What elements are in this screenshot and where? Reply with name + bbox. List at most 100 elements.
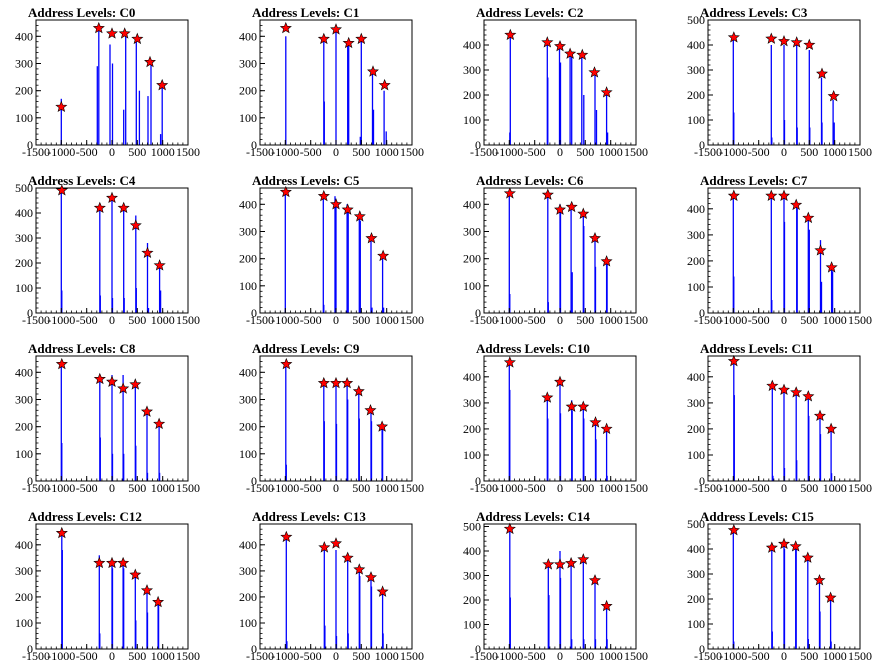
x-tick-label: -1500: [694, 649, 722, 663]
y-tick-label: 200: [15, 420, 33, 434]
peak-marker: [353, 210, 366, 222]
y-tick-label: 0: [699, 474, 705, 488]
x-tick-label: -1500: [470, 313, 498, 327]
x-tick-label: -1500: [694, 313, 722, 327]
y-tick-label: 300: [463, 63, 481, 77]
panel-title: Address Levels: C15: [700, 509, 814, 524]
y-tick-label: 500: [463, 520, 481, 534]
histogram-panel: Address Levels: C14 0 100 200 300 400 500 -1500…: [448, 504, 672, 672]
peak-marker: [588, 232, 601, 244]
x-tick-label: -1500: [22, 481, 50, 495]
y-tick-label: 300: [15, 564, 33, 578]
x-tick-label: -1000: [719, 649, 747, 663]
histogram-panel: Address Levels: C8 0 100 200 300 400 -1500 -100…: [0, 336, 224, 504]
peak-marker: [140, 584, 154, 596]
y-tick-label: 400: [687, 542, 705, 556]
peak-marker: [117, 382, 130, 394]
y-tick-label: 500: [687, 517, 705, 531]
x-tick-label: -1500: [694, 145, 722, 159]
x-tick-label: 1500: [624, 145, 648, 159]
panel-title: Address Levels: C14: [476, 509, 590, 524]
x-tick-label: 1000: [599, 481, 623, 495]
peak-marker: [802, 390, 815, 402]
histogram-panel: Address Levels: C5 0 100 200 300 400 -1500 -100…: [224, 168, 448, 336]
x-tick-label: 1500: [848, 145, 872, 159]
x-tick-label: -1000: [47, 649, 75, 663]
peak-marker: [588, 574, 601, 586]
peak-marker: [341, 203, 354, 215]
y-tick-label: 0: [251, 306, 257, 320]
y-tick-label: 200: [463, 593, 481, 607]
y-tick-label: 400: [687, 202, 705, 216]
y-tick-label: 100: [687, 113, 705, 127]
x-tick-label: 1000: [599, 145, 623, 159]
x-tick-label: 1000: [823, 481, 847, 495]
peak-marker: [364, 403, 377, 416]
x-tick-label: -500: [524, 145, 546, 159]
peak-marker: [129, 219, 142, 231]
x-tick-label: -500: [300, 145, 322, 159]
x-tick-label: -1000: [495, 145, 523, 159]
x-tick-label: -1000: [271, 145, 299, 159]
peak-marker: [600, 86, 613, 98]
peak-marker: [317, 189, 330, 202]
peak-marker: [376, 420, 389, 432]
peak-marker: [790, 386, 803, 398]
x-tick-label: 1500: [176, 649, 200, 663]
histogram-plot: 0 100 200 300 400 -1500-1000 -500 0 500 1000 1500: [239, 523, 424, 663]
peak-marker: [341, 551, 354, 563]
peak-marker: [589, 416, 602, 428]
peak-marker: [153, 417, 166, 430]
panel-title: Address Levels: C10: [476, 341, 590, 356]
x-tick-label: 1000: [151, 145, 175, 159]
y-tick-label: 100: [687, 617, 705, 631]
x-tick-label: 500: [352, 313, 370, 327]
peak-marker: [554, 39, 566, 52]
peak-marker: [55, 526, 68, 539]
x-tick-label: -1500: [22, 313, 50, 327]
y-tick-label: 0: [475, 642, 481, 656]
panel-title: Address Levels: C4: [28, 173, 136, 188]
x-tick-label: 500: [800, 313, 818, 327]
peak-marker: [565, 400, 578, 412]
x-tick-label: 0: [109, 313, 115, 327]
x-tick-label: -1500: [22, 145, 50, 159]
x-tick-label: 1500: [400, 145, 424, 159]
x-tick-label: -500: [524, 649, 546, 663]
y-tick-label: 100: [15, 447, 33, 461]
x-tick-label: -1500: [470, 145, 498, 159]
y-tick-label: 200: [463, 422, 481, 436]
x-tick-label: 500: [576, 313, 594, 327]
y-tick-label: 300: [239, 393, 257, 407]
peak-marker: [367, 65, 379, 77]
peak-marker: [353, 563, 366, 575]
x-tick-label: -1500: [246, 481, 274, 495]
histogram-plot: 0 100 200 300 400 500 -1500-1000 -500 0 500 1000 15…: [687, 13, 872, 159]
panel-title: Address Levels: C2: [476, 5, 584, 20]
peak-marker: [156, 78, 169, 91]
y-tick-label: 400: [463, 197, 481, 211]
y-tick-label: 300: [15, 57, 33, 71]
x-tick-label: 1000: [599, 649, 623, 663]
x-tick-label: 1500: [848, 481, 872, 495]
peak-marker: [129, 568, 142, 580]
peak-marker: [825, 261, 838, 273]
peak-marker: [503, 522, 516, 535]
peak-marker: [727, 354, 740, 367]
x-tick-label: -500: [300, 481, 322, 495]
x-tick-label: -1500: [694, 481, 722, 495]
peak-marker: [503, 356, 516, 368]
x-tick-label: 0: [557, 313, 563, 327]
x-tick-label: 0: [781, 145, 787, 159]
x-tick-label: 0: [557, 649, 563, 663]
histogram-panel: Address Levels: C11 0 100 200 300 400 -1500 -10…: [672, 336, 896, 504]
peak-marker: [106, 375, 118, 387]
x-tick-label: -500: [76, 145, 98, 159]
x-tick-label: 500: [128, 481, 146, 495]
peak-marker: [827, 90, 840, 102]
y-tick-label: 400: [687, 38, 705, 52]
peak-marker: [279, 185, 292, 198]
peak-marker: [280, 530, 293, 543]
peak-marker: [93, 556, 106, 569]
peak-marker: [577, 400, 590, 412]
